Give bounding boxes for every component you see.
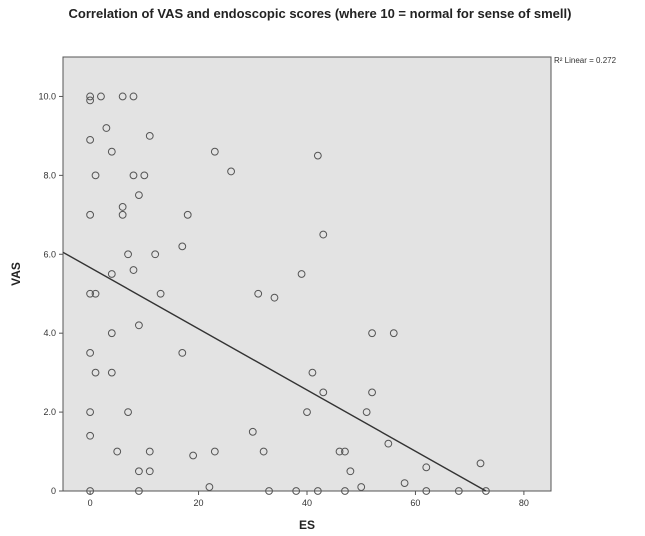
- chart-title: Correlation of VAS and endoscopic scores…: [68, 6, 572, 21]
- data-point: [129, 92, 138, 101]
- data-point: [91, 368, 100, 377]
- data-point: [135, 467, 143, 476]
- y-tick-label: 0: [51, 486, 56, 496]
- data-point: [259, 447, 268, 456]
- data-point: [86, 96, 95, 105]
- data-point: [205, 483, 214, 491]
- x-axis: 0 20 40 60 80: [88, 491, 529, 508]
- data-point: [129, 266, 138, 274]
- data-point: [135, 487, 143, 495]
- data-points: [86, 92, 490, 495]
- y-tick-label: 6.0: [43, 249, 56, 259]
- y-axis-title: VAS: [9, 262, 23, 286]
- data-point: [389, 329, 398, 338]
- x-axis-title: ES: [299, 518, 315, 532]
- data-point: [346, 467, 355, 476]
- data-point: [86, 431, 95, 440]
- data-point: [292, 487, 301, 495]
- regression-line: [62, 251, 487, 492]
- data-point: [482, 487, 490, 495]
- data-point: [384, 439, 393, 448]
- data-point: [362, 408, 371, 416]
- data-point: [313, 151, 322, 160]
- x-tick-label: 20: [194, 498, 204, 508]
- data-point: [189, 451, 198, 460]
- data-point: [86, 408, 95, 416]
- data-point: [145, 467, 154, 476]
- data-point: [254, 289, 263, 298]
- data-point: [227, 167, 235, 176]
- data-point: [422, 463, 431, 472]
- data-point: [129, 171, 138, 180]
- data-point: [265, 487, 273, 495]
- data-point: [86, 92, 95, 101]
- data-point: [135, 191, 143, 199]
- data-point: [86, 289, 95, 298]
- data-point: [102, 124, 111, 132]
- data-point: [107, 147, 116, 156]
- data-point: [454, 487, 463, 495]
- data-point: [341, 487, 349, 495]
- data-point: [178, 349, 187, 357]
- data-point: [183, 210, 192, 219]
- data-point: [86, 349, 95, 357]
- plot-area: [62, 56, 552, 492]
- data-point: [297, 270, 306, 278]
- data-point: [308, 368, 317, 377]
- data-point: [86, 210, 95, 219]
- x-tick-label: 60: [410, 498, 420, 508]
- y-axis: 0 2.0 4.0 6.0 8.0 10.0: [38, 91, 63, 496]
- data-point: [124, 250, 132, 259]
- r-squared-annotation: R² Linear = 0.272: [554, 56, 617, 65]
- data-point: [118, 92, 127, 101]
- data-point: [151, 250, 160, 259]
- data-point: [248, 427, 257, 436]
- data-point: [476, 459, 485, 468]
- data-point: [400, 479, 409, 488]
- data-point: [97, 92, 105, 101]
- data-point: [319, 230, 328, 239]
- data-point: [210, 147, 219, 156]
- data-point: [313, 487, 322, 495]
- data-point: [145, 132, 154, 140]
- data-point: [140, 171, 149, 180]
- data-point: [357, 483, 366, 491]
- data-point: [86, 135, 95, 144]
- data-point: [86, 487, 95, 495]
- y-tick-label: 10.0: [38, 91, 56, 101]
- data-point: [107, 368, 116, 377]
- x-tick-label: 80: [519, 498, 529, 508]
- data-point: [368, 329, 376, 338]
- y-tick-label: 4.0: [43, 328, 56, 338]
- data-point: [303, 408, 311, 416]
- data-point: [422, 487, 431, 495]
- y-tick-label: 2.0: [43, 407, 56, 417]
- data-point: [368, 388, 376, 397]
- data-point: [335, 447, 344, 456]
- data-point: [319, 388, 328, 397]
- data-point: [91, 289, 100, 298]
- data-point: [178, 242, 187, 251]
- data-point: [118, 210, 127, 219]
- data-point: [270, 293, 279, 302]
- data-point: [107, 329, 116, 338]
- data-point: [145, 447, 154, 456]
- data-point: [124, 408, 132, 416]
- data-point: [91, 171, 100, 180]
- data-point: [107, 270, 116, 278]
- data-point: [135, 321, 143, 330]
- data-point: [210, 447, 219, 456]
- y-tick-label: 8.0: [43, 170, 56, 180]
- x-tick-label: 40: [302, 498, 312, 508]
- data-point: [156, 289, 165, 298]
- x-tick-label: 0: [88, 498, 93, 508]
- data-point: [341, 447, 349, 456]
- data-point: [113, 447, 122, 456]
- data-point: [118, 203, 127, 211]
